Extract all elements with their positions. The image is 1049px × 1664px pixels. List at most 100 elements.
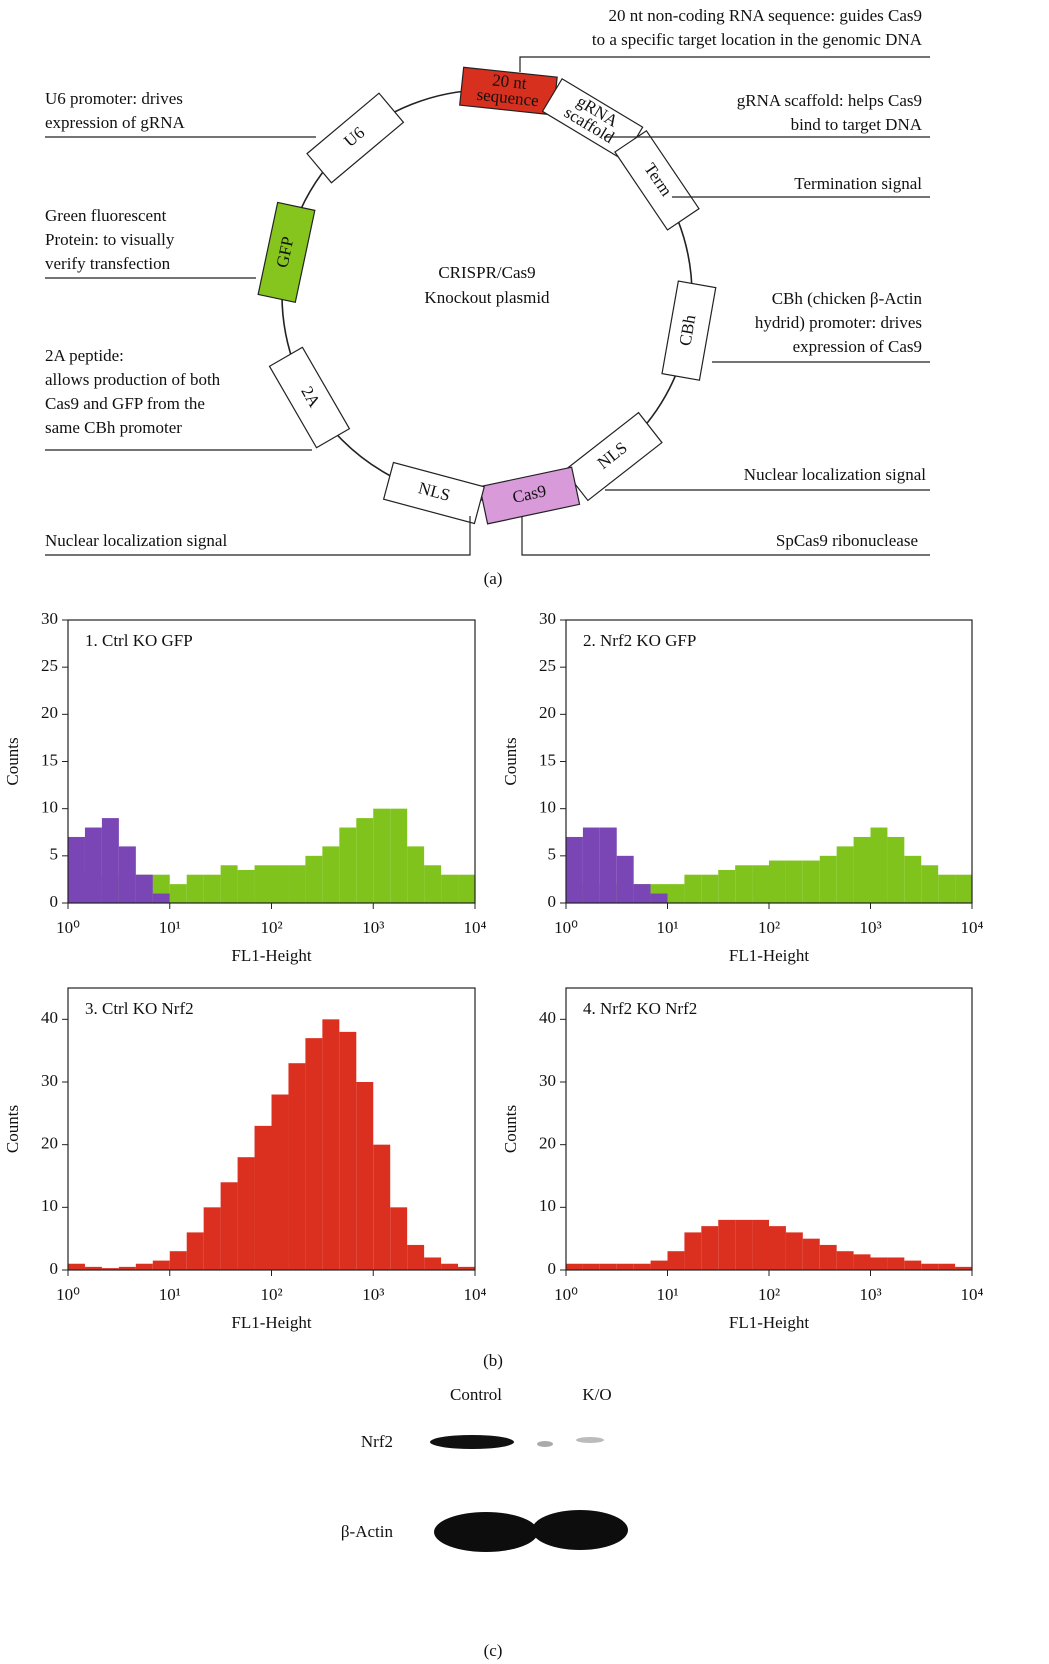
y-tick-label: 30 [539,609,556,628]
plasmid-element: GFP [258,202,315,302]
histogram-bar [684,1232,701,1270]
histogram-bar [255,1126,272,1270]
histogram-bar [221,1182,238,1270]
annotation: bind to target DNA [791,115,923,134]
plasmid-element: Term [615,131,699,230]
annotation: Nuclear localization signal [744,465,926,484]
histogram-bar [651,894,668,903]
histogram-bar [68,837,85,903]
blot-row-label: Nrf2 [361,1432,393,1451]
histogram-bar [904,1261,921,1270]
histogram-bar [170,884,187,903]
histogram-bar [735,865,752,903]
y-tick-label: 15 [41,750,58,769]
chart-title: 3. Ctrl KO Nrf2 [85,999,194,1018]
annotation: same CBh promoter [45,418,182,437]
blot-column-label: Control [450,1385,502,1404]
annotation: 20 nt non-coding RNA sequence: guides Ca… [608,6,922,25]
histogram-bar [136,1264,153,1270]
histogram-bar [255,865,272,903]
histogram-bar [204,1207,221,1270]
histogram-bar [221,865,238,903]
panel-label: (c) [484,1641,503,1660]
histogram-bar [583,1264,600,1270]
histogram-bar [153,1261,170,1270]
histogram-bar [356,1082,373,1270]
x-tick-label: 10⁰ [56,918,80,937]
y-tick-label: 10 [539,798,556,817]
plasmid-element: CBh [662,281,716,380]
y-tick-label: 0 [50,1259,59,1278]
y-tick-label: 0 [548,892,557,911]
histogram-bar [373,1145,390,1270]
histogram-bar [322,1019,339,1270]
blot-band [537,1441,553,1447]
y-tick-label: 40 [539,1008,556,1027]
annotation: to a specific target location in the gen… [592,30,923,49]
plasmid-element: U6 [307,93,403,183]
x-tick-label: 10³ [362,1285,384,1304]
histogram-bar [238,1157,255,1270]
histogram-bar [634,884,651,903]
histogram-bar [887,1257,904,1270]
plasmid-element: 20 ntsequence [460,67,557,115]
histogram-bar [339,828,356,903]
x-tick-label: 10¹ [656,1285,678,1304]
histogram-bar [390,809,407,903]
x-tick-label: 10² [260,918,282,937]
histogram-bar [305,856,322,903]
annotation: expression of gRNA [45,113,185,132]
histogram-bar [752,1220,769,1270]
histogram-bar [424,865,441,903]
histogram-bar [955,875,972,903]
x-tick-label: 10² [260,1285,282,1304]
histogram-bar [718,1220,735,1270]
x-tick-label: 10⁴ [961,1285,984,1304]
histogram-bar [701,1226,718,1270]
histogram-bar [786,861,803,903]
histogram-bar [373,809,390,903]
histogram-bar [288,1063,305,1270]
histogram-bar [938,1264,955,1270]
histogram-bar [854,837,871,903]
annotation: Protein: to visually [45,230,175,249]
x-tick-label: 10¹ [159,1285,181,1304]
y-tick-label: 10 [539,1196,556,1215]
histogram-bar [769,861,786,903]
annotation: hydrid) promoter: drives [755,313,922,332]
histogram-bar [204,875,221,903]
annotation: Nuclear localization signal [45,531,227,550]
x-axis-label: FL1-Height [729,946,810,965]
histogram-bar [153,894,170,903]
blot-column-label: K/O [582,1385,611,1404]
x-axis-label: FL1-Height [231,1313,312,1332]
y-tick-label: 0 [50,892,59,911]
y-tick-label: 10 [41,1196,58,1215]
histogram-bar [305,1038,322,1270]
histogram-bar [921,1264,938,1270]
plasmid-name: CRISPR/Cas9 [438,263,535,282]
y-tick-label: 30 [539,1071,556,1090]
y-tick-label: 20 [41,1134,58,1153]
y-tick-label: 30 [41,1071,58,1090]
leader-line [520,57,930,72]
plasmid: 20 ntsequencegRNAscaffoldTermCBhNLSCas9N… [45,6,930,555]
x-tick-label: 10⁴ [961,918,984,937]
annotation: gRNA scaffold: helps Cas9 [737,91,922,110]
western-blot: Control K/O Nrf2 β-Actin (c) [341,1385,628,1660]
plasmid-element: 2A [270,347,350,447]
y-tick-label: 30 [41,609,58,628]
histogram-bar [600,828,617,903]
y-axis-label: Counts [3,737,22,785]
chart-title: 1. Ctrl KO GFP [85,631,193,650]
histogram-bar [735,1220,752,1270]
plasmid-element: NLS [384,462,485,523]
histogram-bar [887,837,904,903]
x-tick-label: 10² [758,918,780,937]
histogram-bar [718,870,735,903]
x-tick-label: 10¹ [159,918,181,937]
histogram-bar [566,1264,583,1270]
y-tick-label: 25 [41,656,58,675]
histogram-bar [600,1264,617,1270]
